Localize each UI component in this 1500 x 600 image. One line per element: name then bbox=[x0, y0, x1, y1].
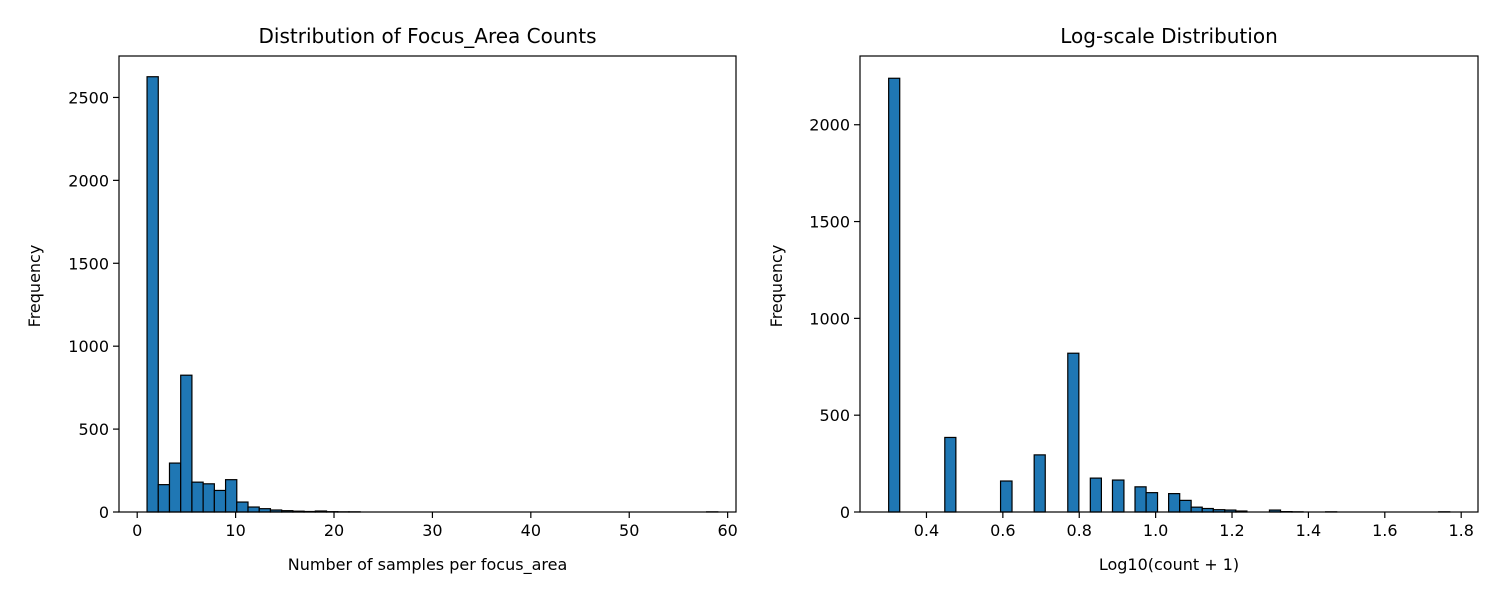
x-tick-label: 30 bbox=[422, 521, 442, 540]
x-axis-label: Log10(count + 1) bbox=[1099, 555, 1239, 574]
y-tick-label: 1500 bbox=[809, 213, 850, 232]
y-tick-label: 500 bbox=[819, 406, 850, 425]
x-tick-label: 0 bbox=[132, 521, 142, 540]
histogram-bar bbox=[1089, 477, 1102, 513]
x-tick-label: 50 bbox=[619, 521, 639, 540]
x-tick-label: 20 bbox=[324, 521, 344, 540]
histogram-bar bbox=[146, 76, 159, 513]
x-tick-label: 60 bbox=[717, 521, 737, 540]
x-tick-label: 10 bbox=[225, 521, 245, 540]
chart-title: Log-scale Distribution bbox=[1060, 24, 1278, 48]
histogram-bars bbox=[146, 76, 719, 513]
histogram-bar bbox=[1190, 506, 1203, 513]
x-tick-label: 0.8 bbox=[1067, 521, 1092, 540]
log-scale-histogram: Log-scale Distribution Log10(count + 1) … bbox=[767, 24, 1479, 574]
focus-area-histogram: Distribution of Focus_Area Counts Number… bbox=[25, 24, 738, 575]
histogram-bar bbox=[1179, 499, 1192, 513]
y-axis-label: Frequency bbox=[767, 245, 786, 328]
histogram-bar bbox=[1067, 352, 1080, 513]
histogram-bars bbox=[888, 77, 1451, 513]
x-tick-label: 1.0 bbox=[1143, 521, 1168, 540]
y-tick-label: 0 bbox=[99, 503, 109, 522]
histogram-bar bbox=[202, 483, 215, 513]
x-tick-label: 0.4 bbox=[914, 521, 939, 540]
x-axis-label: Number of samples per focus_area bbox=[288, 555, 568, 575]
histogram-bar bbox=[1145, 492, 1159, 513]
histogram-bar bbox=[1033, 454, 1046, 513]
histogram-bar bbox=[888, 77, 901, 513]
histogram-bar bbox=[944, 436, 957, 513]
y-tick-label: 500 bbox=[78, 420, 109, 439]
y-tick-label: 2000 bbox=[809, 116, 850, 135]
histogram-bar bbox=[1134, 486, 1147, 513]
plot-frame bbox=[859, 55, 1479, 513]
x-tick-label: 1.4 bbox=[1296, 521, 1321, 540]
x-tick-label: 40 bbox=[521, 521, 541, 540]
histogram-bar bbox=[168, 462, 182, 513]
y-tick-label: 0 bbox=[840, 503, 850, 522]
x-tick-label: 1.2 bbox=[1219, 521, 1244, 540]
plot-frame bbox=[118, 55, 737, 513]
x-tick-label: 0.6 bbox=[990, 521, 1015, 540]
histogram-bar bbox=[180, 374, 193, 513]
histogram-bar bbox=[236, 501, 249, 513]
y-tick-label: 2000 bbox=[68, 171, 109, 190]
histogram-bar bbox=[1111, 479, 1125, 513]
histogram-bar bbox=[157, 484, 171, 513]
histogram-bar bbox=[247, 506, 260, 513]
y-axis-label: Frequency bbox=[25, 245, 44, 328]
y-tick-label: 2500 bbox=[68, 88, 109, 107]
axis-ticks: 0 10 20 30 40 50 60 0 500 1000 1500 2000 2500 bbox=[68, 88, 738, 540]
histogram-bar bbox=[191, 481, 204, 513]
y-tick-label: 1000 bbox=[68, 337, 109, 356]
histogram-bar bbox=[224, 479, 238, 513]
x-tick-label: 1.8 bbox=[1448, 521, 1473, 540]
x-tick-label: 1.6 bbox=[1372, 521, 1397, 540]
histogram-bar bbox=[1168, 493, 1181, 513]
histogram-bar bbox=[213, 489, 227, 513]
y-tick-label: 1500 bbox=[68, 254, 109, 273]
histogram-bar bbox=[999, 480, 1013, 513]
chart-title: Distribution of Focus_Area Counts bbox=[259, 24, 597, 48]
y-tick-label: 1000 bbox=[809, 309, 850, 328]
axis-ticks: 0.4 0.6 0.8 1.0 1.2 1.4 1.6 1.8 0 500 1000 1500 2000 bbox=[809, 116, 1474, 540]
